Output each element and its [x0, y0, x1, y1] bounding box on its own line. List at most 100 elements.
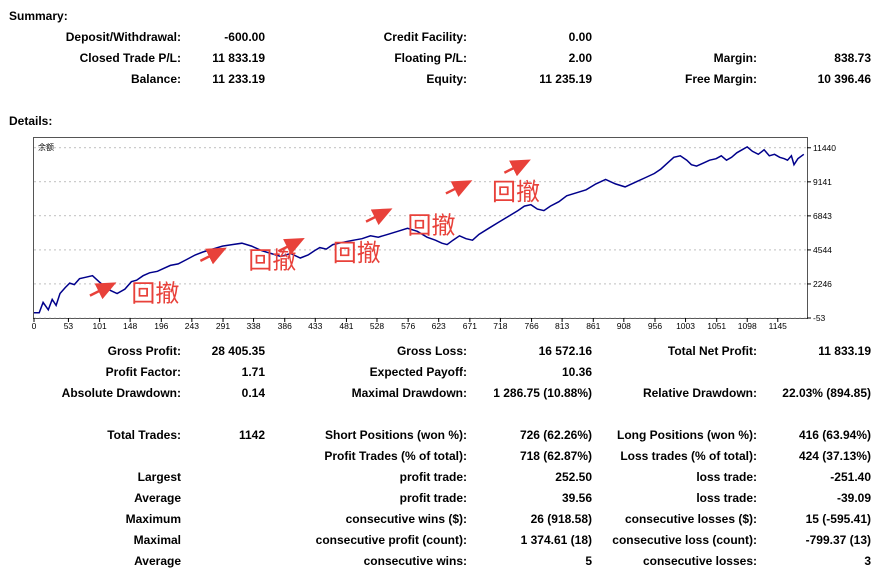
- stat-label: Profit Trades (% of total):: [324, 449, 467, 463]
- drawdown-label: 回撤: [408, 213, 456, 240]
- stat-label: Deposit/Withdrawal:: [65, 30, 181, 44]
- balance-chart-svg: 余额 0 53 101 148 196 243 291 338 386 433 481 528 576 6…: [32, 142, 837, 331]
- balance-line: [34, 145, 805, 314]
- stat-label: Absolute Drawdown:: [61, 386, 181, 400]
- stat-label: profit trade:: [399, 470, 467, 484]
- drawdown-arrow: [89, 282, 117, 300]
- x-tick-label: 53: [64, 321, 74, 331]
- stat-value: 5: [585, 554, 592, 568]
- x-tick-label: 338: [246, 321, 260, 331]
- y-tick-label: 6843: [813, 211, 832, 221]
- stat-value: -600.00: [224, 30, 265, 44]
- x-tick-label: 671: [463, 321, 477, 331]
- x-tick-label: 528: [370, 321, 384, 331]
- y-tick-label: 2246: [813, 279, 832, 289]
- stat-value: 416 (63.94%): [798, 428, 871, 442]
- stat-value: 22.03% (894.85): [782, 386, 871, 400]
- x-tick-label: 291: [216, 321, 230, 331]
- x-tick-label: 813: [555, 321, 569, 331]
- stat-label: Margin:: [713, 51, 757, 65]
- stat-value: 28 405.35: [211, 344, 265, 358]
- x-tick-label: 576: [401, 321, 415, 331]
- stat-value: 1142: [238, 428, 265, 442]
- stat-label: Profit Factor:: [105, 365, 181, 379]
- stat-value: 1 374.61 (18): [520, 533, 592, 547]
- stat-label: Total Trades:: [107, 428, 181, 442]
- stat-label: Average: [134, 554, 181, 568]
- drawdown-arrow: [277, 237, 305, 255]
- stat-label: Average: [134, 491, 181, 505]
- drawdown-label: 回撤: [333, 240, 381, 267]
- stat-label: consecutive profit (count):: [315, 533, 467, 547]
- stat-value: 838.73: [834, 51, 871, 65]
- stat-label: Floating P/L:: [394, 51, 467, 65]
- x-tick-label: 196: [154, 321, 168, 331]
- x-tick-label: 766: [524, 321, 538, 331]
- x-tick-label: 243: [185, 321, 199, 331]
- stat-label: Maximal: [133, 533, 181, 547]
- drawdown-label: 回撤: [492, 179, 540, 206]
- stat-label: loss trade:: [696, 491, 757, 505]
- x-tick-label: 481: [339, 321, 353, 331]
- stat-value: 16 572.16: [538, 344, 592, 358]
- x-tick-label: 386: [278, 321, 292, 331]
- stat-value: 15 (-595.41): [805, 512, 871, 526]
- drawdown-arrow: [503, 159, 531, 177]
- stat-label: Relative Drawdown:: [642, 386, 757, 400]
- stat-label: consecutive wins:: [363, 554, 467, 568]
- x-tick-label: 718: [493, 321, 507, 331]
- stat-value: 3: [864, 554, 871, 568]
- stat-label: Credit Facility:: [383, 30, 467, 44]
- stat-label: Loss trades (% of total):: [620, 449, 757, 463]
- stat-label: Balance:: [130, 72, 181, 86]
- balance-chart: 余额 0 53 101 148 196 243 291 338 386 433 481 528 576 6…: [32, 137, 837, 331]
- drawdown-arrow: [365, 208, 393, 226]
- stat-value: 2.00: [568, 51, 592, 65]
- x-tick-label: 101: [93, 321, 107, 331]
- stat-label: Gross Profit:: [107, 344, 181, 358]
- stat-value: 10.36: [561, 365, 592, 379]
- stat-value: 252.50: [555, 470, 592, 484]
- y-tick-label: 11440: [813, 143, 836, 153]
- stat-value: 1 286.75 (10.88%): [493, 386, 592, 400]
- x-tick-label: 0: [32, 321, 37, 331]
- summary-heading: Summary:: [9, 9, 68, 23]
- stat-value: -251.40: [830, 470, 871, 484]
- drawdown-label: 回撤: [248, 247, 296, 274]
- x-tick-label: 956: [648, 321, 662, 331]
- stat-value: 424 (37.13%): [798, 449, 871, 463]
- drawdown-arrow: [199, 247, 227, 265]
- stat-value: 0.00: [568, 30, 592, 44]
- stat-label: Equity:: [426, 72, 467, 86]
- x-tick-label: 1051: [707, 321, 726, 331]
- x-tick-label: 623: [432, 321, 446, 331]
- stat-label: Long Positions (won %):: [617, 428, 757, 442]
- y-tick-label: 4544: [813, 245, 832, 255]
- stat-label: Expected Payoff:: [369, 365, 467, 379]
- stat-value: 726 (62.26%): [519, 428, 592, 442]
- stat-label: consecutive losses:: [642, 554, 757, 568]
- chart-title: 余额: [38, 142, 54, 152]
- stat-label: Maximum: [125, 512, 181, 526]
- stat-value: 0.14: [241, 386, 265, 400]
- y-tick-label: -53: [813, 313, 826, 323]
- stat-label: loss trade:: [696, 470, 757, 484]
- stat-value: 11 833.19: [212, 51, 265, 65]
- y-tick-label: 9141: [813, 177, 832, 187]
- x-tick-label: 908: [617, 321, 631, 331]
- stat-label: Closed Trade P/L:: [79, 51, 181, 65]
- x-tick-label: 433: [308, 321, 322, 331]
- stat-value: 11 833.19: [818, 344, 871, 358]
- stat-label: Total Net Profit:: [667, 344, 757, 358]
- x-tick-label: 148: [123, 321, 137, 331]
- stat-label: consecutive wins ($):: [345, 512, 467, 526]
- x-tick-label: 1145: [769, 321, 788, 331]
- stat-label: Short Positions (won %):: [325, 428, 467, 442]
- drawdown-arrow: [445, 180, 473, 197]
- details-heading: Details:: [9, 114, 53, 128]
- stat-label: Gross Loss:: [396, 344, 467, 358]
- stat-value: 11 235.19: [539, 72, 592, 86]
- stat-label: Free Margin:: [684, 72, 757, 86]
- stat-value: 1.71: [241, 365, 265, 379]
- stat-value: 11 233.19: [212, 72, 265, 86]
